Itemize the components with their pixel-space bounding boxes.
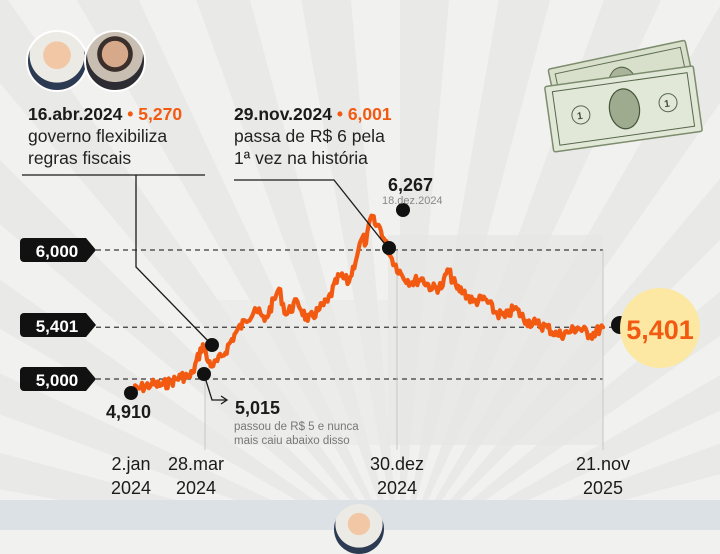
- current-value-highlight: [620, 288, 700, 368]
- y-label-5000: 5,000: [20, 367, 96, 391]
- sunburst-ray: [0, 373, 336, 530]
- svg-text:6,000: 6,000: [36, 242, 79, 261]
- marker-peak: [396, 203, 410, 217]
- peak-date-label: 18.dez.2024: [382, 195, 443, 207]
- annotation-date: 29.nov.2024: [234, 104, 332, 124]
- leader-line-a3: [203, 373, 226, 401]
- dollar-bills-icon: 1 1: [544, 39, 703, 153]
- annotation-text: governo flexibiliza regras fiscais: [28, 126, 168, 168]
- annotation-six-reais: 29.nov.2024 • 6,001 passa de R$ 6 pela 1…: [234, 103, 404, 169]
- annotation-five-reais-text: passou de R$ 5 e nunca mais caiu abaixo …: [234, 421, 359, 447]
- x-tick-label-year: 2025: [583, 478, 623, 498]
- haddad-avatar: [84, 30, 146, 92]
- current-value-label: 5,401: [626, 315, 694, 345]
- x-tick-label-year: 2024: [377, 478, 417, 498]
- x-tick-label-day: 2.jan: [111, 454, 150, 474]
- x-tick-label-year: 2024: [111, 478, 151, 498]
- x-tick-label-day: 30.dez: [370, 454, 424, 474]
- start-value-label: 4,910: [106, 402, 151, 422]
- bullet-icon: •: [127, 104, 134, 124]
- annotation-text: passa de R$ 6 pela 1ª vez na história: [234, 126, 385, 168]
- svg-text:1: 1: [576, 111, 583, 123]
- highlight-panel-left: [205, 300, 388, 445]
- usd-brl-line: [128, 213, 606, 394]
- marker-5015: [197, 367, 211, 381]
- bullet-icon: •: [336, 104, 343, 124]
- marker-6001: [382, 241, 396, 255]
- marker-5270: [205, 338, 219, 352]
- y-label-6000: 6,000: [20, 238, 96, 262]
- x-axis-labels: 2.jan 2024 28.mar 2024 30.dez 2024 21.nov 2025: [111, 454, 630, 498]
- svg-text:5,401: 5,401: [36, 317, 79, 336]
- annotation-date: 16.abr.2024: [28, 104, 123, 124]
- arrow-a3: [220, 395, 229, 405]
- marker-start: [124, 386, 138, 400]
- annotation-value: 5,270: [138, 104, 183, 124]
- annotation-fiscal-rules: 16.abr.2024 • 5,270 governo flexibiliza …: [28, 103, 218, 169]
- lula-avatar: [26, 30, 88, 92]
- svg-text:5,000: 5,000: [36, 371, 79, 390]
- x-tick-label-year: 2024: [176, 478, 216, 498]
- bottom-avatar: [334, 504, 384, 554]
- a3-value-label: 5,015: [235, 398, 280, 418]
- sunburst-ray: [0, 0, 400, 530]
- sunburst-ray: [482, 443, 720, 530]
- y-label-5401: 5,401: [20, 313, 96, 337]
- leader-line-a1-diag: [135, 175, 213, 346]
- x-tick-label-day: 21.nov: [576, 454, 630, 474]
- sunburst-ray: [0, 279, 358, 530]
- annotation-value: 6,001: [347, 104, 392, 124]
- x-tick-label-day: 28.mar: [168, 454, 224, 474]
- svg-text:1: 1: [664, 98, 671, 110]
- bottom-strip: [0, 500, 720, 554]
- highlight-panel: [388, 235, 603, 445]
- peak-value-label: 6,267: [388, 175, 433, 195]
- leader-line-a2: [234, 179, 389, 249]
- chart: 5,401 6,000 5,401 5,000 4,910 6,267 18.d…: [0, 0, 720, 530]
